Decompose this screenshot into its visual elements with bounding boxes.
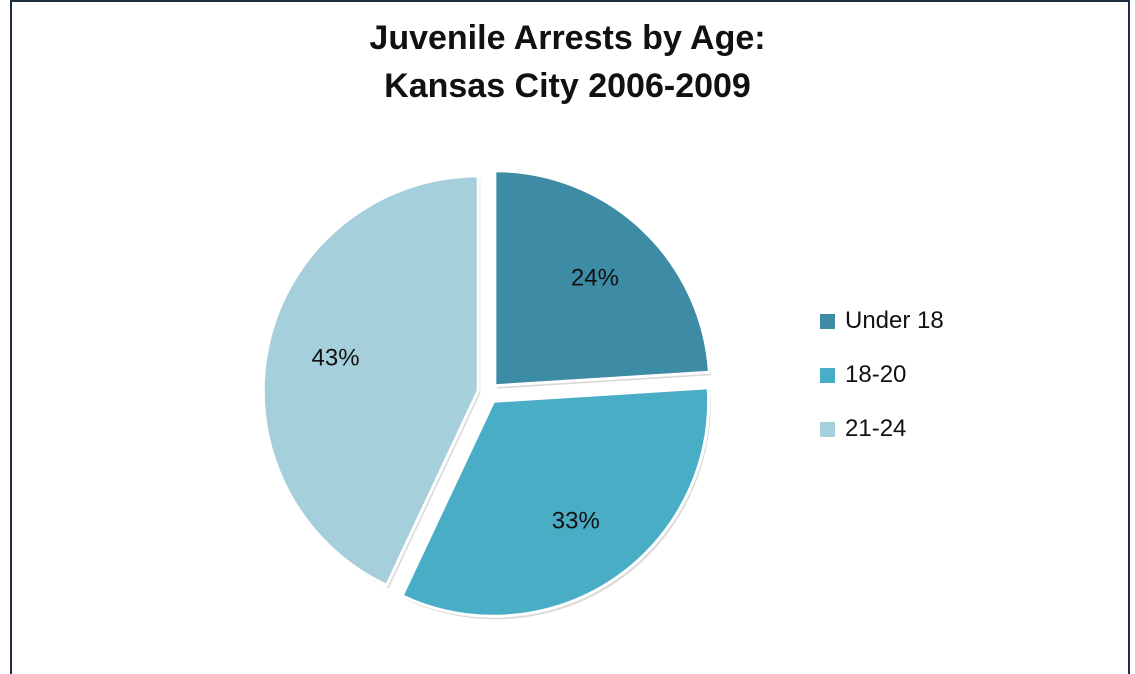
legend-item-under-18: Under 18	[820, 294, 944, 348]
chart-subtitle: Kansas City 2006-2009	[384, 67, 751, 105]
chart-title-block: Juvenile Arrests by Age: Kansas City 200…	[0, 14, 1135, 110]
legend-label-21-24: 21-24	[845, 415, 907, 442]
data-label-under-18: 24%	[571, 264, 619, 291]
data-label-21-24: 43%	[312, 344, 360, 371]
legend-swatch-18-20	[820, 367, 835, 383]
legend-swatch-under-18	[820, 313, 835, 329]
legend-label-18-20: 18-20	[845, 361, 907, 388]
chart-title: Juvenile Arrests by Age:	[369, 19, 766, 57]
pie-slice-18-20	[400, 386, 711, 618]
legend-item-18-20: 18-20	[820, 348, 944, 402]
data-label-18-20: 33%	[552, 508, 600, 535]
legend: Under 18 18-20 21-24	[820, 294, 944, 456]
legend-swatch-21-24	[820, 421, 835, 437]
legend-label-under-18: Under 18	[845, 307, 944, 334]
pie-slice-under-18	[493, 169, 711, 388]
legend-item-21-24: 21-24	[820, 402, 944, 456]
pie-slice-21-24	[261, 174, 480, 587]
